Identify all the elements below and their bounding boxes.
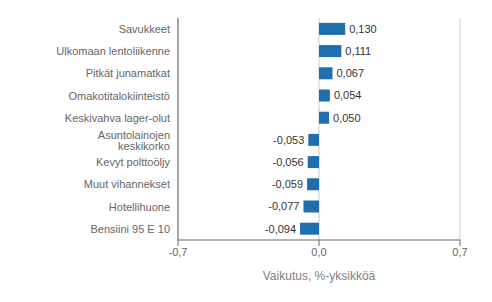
- svg-text:Savukkeet: Savukkeet: [119, 23, 170, 35]
- svg-text:Kevyt polttoöljy: Kevyt polttoöljy: [96, 156, 170, 168]
- svg-text:Vaikutus, %-yksikköä: Vaikutus, %-yksikköä: [263, 269, 376, 283]
- svg-text:0,067: 0,067: [336, 67, 364, 79]
- svg-text:-0,053: -0,053: [273, 134, 304, 146]
- svg-text:0,0: 0,0: [311, 246, 326, 258]
- svg-text:Pitkät junamatkat: Pitkät junamatkat: [86, 67, 170, 79]
- svg-text:-0,059: -0,059: [272, 178, 303, 190]
- svg-text:Ulkomaan lentoliikenne: Ulkomaan lentoliikenne: [56, 45, 170, 57]
- svg-text:Asuntolainojenkeskikorko: Asuntolainojenkeskikorko: [98, 129, 170, 152]
- svg-text:0,111: 0,111: [345, 45, 371, 57]
- svg-text:0,054: 0,054: [334, 89, 362, 101]
- svg-text:Hotellihuone: Hotellihuone: [109, 201, 170, 213]
- svg-text:Keskivahva lager-olut: Keskivahva lager-olut: [65, 112, 170, 124]
- svg-text:0,130: 0,130: [349, 23, 377, 35]
- svg-text:Muut vihannekset: Muut vihannekset: [84, 178, 170, 190]
- svg-text:Omakotitalokiinteistö: Omakotitalokiinteistö: [69, 90, 171, 102]
- svg-text:Bensiini 95 E 10: Bensiini 95 E 10: [91, 223, 171, 235]
- svg-text:0,050: 0,050: [333, 112, 361, 124]
- svg-text:-0,056: -0,056: [273, 156, 304, 168]
- svg-text:-0,077: -0,077: [268, 200, 299, 212]
- svg-text:-0,7: -0,7: [169, 246, 188, 258]
- svg-text:0,7: 0,7: [452, 246, 467, 258]
- svg-text:-0,094: -0,094: [265, 223, 296, 235]
